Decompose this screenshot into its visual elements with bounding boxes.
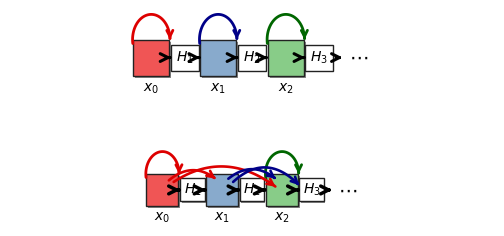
FancyBboxPatch shape (180, 178, 205, 202)
FancyBboxPatch shape (147, 174, 178, 206)
FancyBboxPatch shape (306, 46, 334, 72)
FancyBboxPatch shape (171, 45, 199, 71)
FancyBboxPatch shape (299, 178, 324, 202)
FancyBboxPatch shape (305, 45, 333, 71)
FancyBboxPatch shape (200, 40, 236, 76)
FancyBboxPatch shape (202, 42, 238, 78)
FancyBboxPatch shape (241, 180, 266, 203)
FancyBboxPatch shape (148, 176, 180, 208)
FancyBboxPatch shape (133, 40, 169, 76)
Text: $x_1$: $x_1$ (214, 210, 230, 225)
FancyBboxPatch shape (238, 45, 266, 71)
Text: $H_3$: $H_3$ (302, 182, 321, 198)
Text: $\cdots$: $\cdots$ (349, 48, 368, 67)
FancyBboxPatch shape (136, 42, 171, 78)
Text: $x_2$: $x_2$ (278, 81, 294, 96)
FancyBboxPatch shape (181, 180, 206, 203)
Text: $H_3$: $H_3$ (310, 49, 328, 66)
Text: $x_0$: $x_0$ (154, 210, 170, 225)
FancyBboxPatch shape (206, 174, 238, 206)
FancyBboxPatch shape (268, 40, 304, 76)
FancyBboxPatch shape (268, 176, 300, 208)
FancyBboxPatch shape (240, 46, 267, 72)
Text: $H_2$: $H_2$ (243, 49, 261, 66)
Text: $\cdots$: $\cdots$ (338, 181, 358, 199)
Text: $x_2$: $x_2$ (274, 210, 290, 225)
Text: $H_1$: $H_1$ (176, 49, 194, 66)
FancyBboxPatch shape (208, 176, 240, 208)
FancyBboxPatch shape (173, 46, 200, 72)
FancyBboxPatch shape (266, 174, 298, 206)
Text: $x_0$: $x_0$ (143, 81, 159, 96)
FancyBboxPatch shape (270, 42, 306, 78)
Text: $H_2$: $H_2$ (243, 182, 261, 198)
Text: $H_1$: $H_1$ (183, 182, 202, 198)
Text: $x_1$: $x_1$ (210, 81, 226, 96)
FancyBboxPatch shape (240, 178, 264, 202)
FancyBboxPatch shape (300, 180, 325, 203)
